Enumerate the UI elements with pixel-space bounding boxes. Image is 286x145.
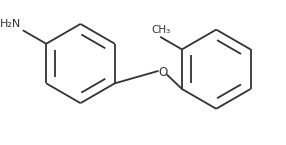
Text: H₂N: H₂N bbox=[0, 19, 21, 29]
Text: O: O bbox=[158, 66, 167, 79]
Text: CH₃: CH₃ bbox=[151, 25, 170, 35]
